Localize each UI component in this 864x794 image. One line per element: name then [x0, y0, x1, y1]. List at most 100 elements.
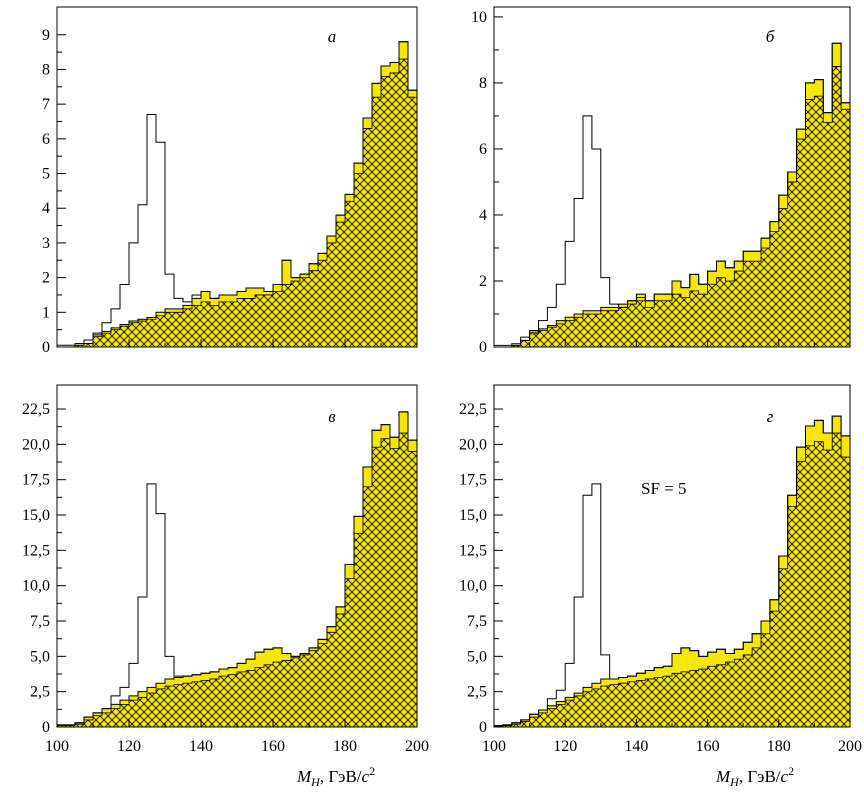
hatched-bar [309, 650, 318, 727]
hatched-bar [300, 654, 309, 727]
x-tick-label: 140 [624, 738, 648, 755]
hatched-bar [814, 441, 824, 727]
x-tick-label: 180 [767, 738, 791, 755]
hatched-bar [84, 719, 93, 727]
hatched-bar [574, 695, 583, 727]
hatched-bar [156, 315, 165, 347]
y-tick-label: 9 [42, 27, 50, 44]
hatched-bar [645, 307, 655, 347]
y-tick-label: 0 [42, 719, 50, 736]
hatched-bar [556, 704, 566, 727]
y-tick-label: 2,5 [30, 684, 50, 701]
hatched-bar [627, 304, 637, 347]
hatched-bar [291, 281, 300, 347]
hatched-bar [707, 666, 717, 727]
y-tick-label: 5 [42, 166, 50, 183]
hatched-bar [147, 319, 156, 347]
hatched-bar [165, 312, 174, 347]
hatched-bar [529, 717, 539, 727]
hatched-bar [574, 317, 583, 347]
hatched-bar [264, 664, 273, 727]
hatched-bar [102, 333, 111, 347]
hatched-bar [192, 681, 201, 727]
hatched-bar [129, 322, 138, 347]
background-outline [56, 432, 418, 727]
y-tick-label: 8 [42, 61, 50, 78]
hatched-bar [210, 305, 219, 347]
hatched-bar [689, 290, 699, 347]
hatched-bar [363, 486, 372, 727]
hatched-bar [372, 447, 381, 727]
hatched-bar [805, 445, 815, 727]
hatched-bar [520, 340, 530, 347]
y-tick-label: 17,5 [22, 472, 50, 489]
hatched-bar [300, 277, 309, 347]
hatched-bar [769, 611, 779, 727]
hatched-bar [743, 261, 753, 347]
hatched-bar [174, 684, 183, 727]
y-tick-label: 12,5 [459, 542, 487, 559]
hatched-bar [796, 139, 806, 347]
hatched-bar [841, 109, 850, 347]
hatched-bar [399, 433, 408, 727]
y-tick-label: 10,0 [22, 578, 50, 595]
hatched-bar [511, 724, 521, 727]
hatched-bar [778, 208, 788, 347]
hatched-bar [725, 280, 735, 347]
x-tick-label: 180 [333, 738, 357, 755]
hatched-bar [725, 661, 735, 727]
histogram-panel-1: 0 1 2 3 4 5 6 7 8 9 а [42, 6, 418, 356]
hatched-bar [201, 301, 210, 347]
hatched-bar [246, 298, 255, 347]
hatched-bar [120, 326, 129, 347]
hatched-bar [228, 674, 237, 727]
hatched-bar [174, 312, 183, 347]
hatched-bar [689, 670, 699, 727]
signal-outline [493, 42, 851, 347]
x-tick-label: 160 [696, 738, 720, 755]
hatched-bar [84, 343, 93, 347]
hatched-bar [600, 310, 610, 347]
hatched-bar [609, 684, 619, 727]
hatched-bar [520, 721, 530, 727]
hatched-bar [556, 323, 566, 347]
y-tick-label: 20,0 [459, 436, 487, 453]
hatched-bar [111, 329, 120, 347]
hatched-bar [327, 632, 336, 727]
hatched-bar [354, 533, 363, 727]
hatched-bar [399, 59, 408, 347]
hatched-bar [381, 76, 390, 347]
y-tick-label: 12,5 [22, 542, 50, 559]
hatched-bar [627, 681, 637, 727]
hatched-bar [147, 693, 156, 727]
hatched-bar [823, 450, 833, 727]
hatched-bar [672, 294, 681, 347]
hatched-bar [618, 307, 628, 347]
hatched-bar [318, 643, 327, 727]
hatched-bar [309, 270, 318, 347]
hatched-bar [237, 671, 246, 727]
hatched-bar [734, 271, 744, 347]
hatched-bar [583, 691, 592, 727]
hatched-bar [663, 676, 672, 727]
y-tick-label: 15,0 [22, 507, 50, 524]
histogram-panel-4: 0 2,5 5,0 7,5 10,0 12,5 15,0 17,5 20,0 22,5 100 120… [459, 384, 862, 755]
hatched-bar [318, 260, 327, 347]
hatched-bar [390, 72, 399, 347]
hatched-bar [787, 506, 797, 727]
hatched-bar [345, 578, 354, 727]
hatched-bar [228, 301, 237, 347]
hatched-bar [565, 700, 575, 727]
x-tick-label: 160 [261, 738, 285, 755]
hatched-bar [327, 242, 336, 347]
hatched-bar [363, 128, 372, 347]
hatched-bar [565, 320, 575, 347]
y-tick-label: 2 [479, 273, 487, 290]
hatched-bar [255, 294, 264, 347]
hatched-bar [408, 97, 417, 348]
x-tick-label: 100 [45, 738, 69, 755]
y-tick-label: 10 [471, 9, 487, 26]
hatched-bar [345, 201, 354, 347]
hatched-bar [672, 673, 681, 727]
hatched-bar [111, 708, 120, 727]
